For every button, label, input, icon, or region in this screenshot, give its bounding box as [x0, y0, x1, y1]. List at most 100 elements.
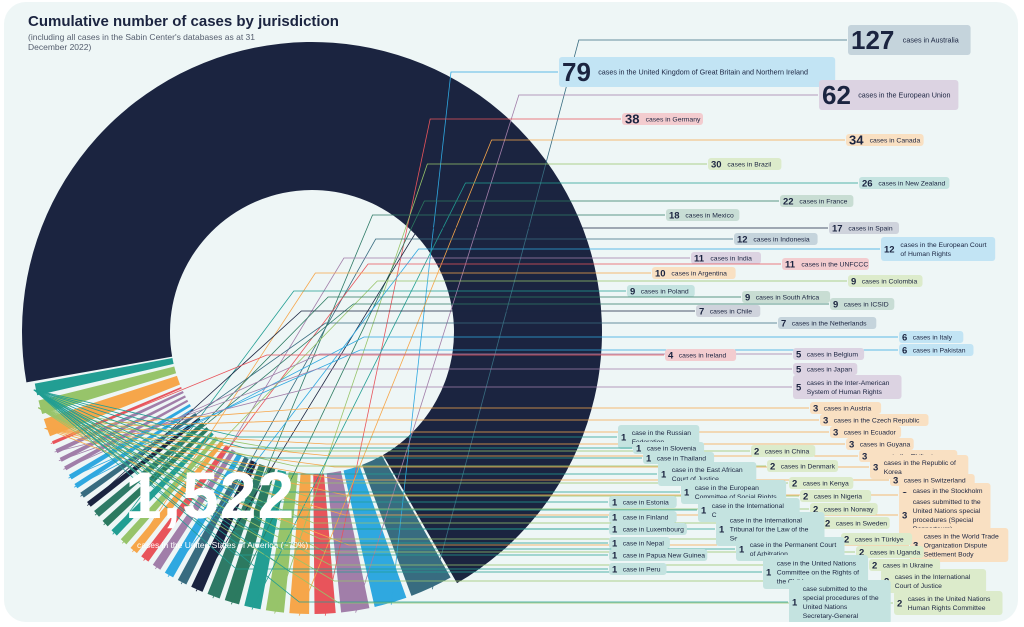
callout-chip	[609, 563, 667, 575]
callout-label: 2 cases in Türkiye	[841, 533, 913, 545]
callout-text: cases in India	[710, 255, 752, 262]
leader-line	[103, 296, 741, 526]
callout-text: cases in Denmark	[781, 463, 836, 470]
callout-chip	[829, 222, 899, 234]
callout-text: cases in Kenya	[803, 480, 849, 487]
callout-count: 3	[873, 462, 878, 473]
leader-line	[180, 238, 733, 585]
callout-text: case submitted to the	[803, 586, 868, 593]
callout-text: case in the Russian	[632, 430, 692, 437]
callout-text: cases submitted to the	[913, 499, 981, 506]
callout-chip	[793, 375, 902, 399]
callout-count: 18	[669, 210, 680, 221]
callout-count: 3	[862, 451, 867, 462]
callout-label: 34 cases in Canada	[846, 133, 924, 148]
callout-label: 5 cases in Belgium	[793, 348, 865, 360]
callout-text: case in the International	[730, 517, 803, 524]
callout-count: 1	[701, 505, 707, 516]
callout-chip	[751, 445, 816, 457]
callout-count: 2	[844, 534, 849, 545]
callout-text: cases in Nigeria	[814, 493, 863, 500]
leader-line	[390, 71, 558, 605]
callout-chip	[800, 490, 872, 502]
callout-label: 79 cases in the United Kingdom of Great B…	[559, 57, 836, 87]
callout-count: 38	[625, 112, 639, 127]
callout-label: 62 cases in the European Union	[819, 80, 959, 110]
callout-label: 6 cases in Italy	[899, 331, 964, 343]
callout-chip	[665, 349, 737, 361]
leader-line	[298, 139, 845, 616]
callout-label: 12 cases in the European Court of Human Ri…	[881, 237, 996, 261]
callout-text: Secretary-General	[803, 613, 859, 620]
callout-count: 79	[562, 57, 591, 87]
callout-text: case in the European	[695, 485, 759, 492]
callout-text: Organization Dispute	[924, 542, 988, 549]
callout-chip	[848, 25, 971, 55]
usa-case-caption: cases in the United States of America (~…	[137, 540, 309, 550]
callout-text: cases in the United Kingdom of Great Bri…	[598, 68, 808, 77]
callout-label: 7 cases in Chile	[696, 305, 761, 317]
callout-text: cases in Mexico	[685, 212, 734, 219]
callout-text: cases in the European Union	[858, 91, 950, 100]
callout-text: cases in Germany	[646, 116, 701, 123]
callout-text: cases in Norway	[824, 506, 874, 513]
pie-slice	[191, 460, 257, 592]
pie-slice	[120, 436, 219, 545]
callout-text: case in Papua New Guinea	[623, 552, 706, 559]
callout-count: 34	[849, 133, 864, 148]
callout-count: 3	[849, 439, 854, 450]
callout-count: 1	[612, 497, 618, 508]
callout-text: Sea	[730, 535, 742, 542]
leader-line	[38, 407, 809, 510]
callout-text: cases in ICSID	[844, 301, 889, 308]
leader-line	[212, 214, 665, 599]
callout-chip	[869, 559, 941, 571]
pie-slice	[59, 395, 186, 462]
callout-text: cases in Türkiye	[855, 536, 904, 543]
callout-label: 3 cases in Ecuador	[830, 426, 902, 438]
callout-chip	[856, 546, 924, 558]
callout-chip	[881, 569, 987, 593]
callout-chip	[870, 455, 969, 479]
callout-text: case in the East African	[672, 467, 743, 474]
callout-label: 2 cases in Norway	[810, 503, 878, 515]
callout-text: cases in Australia	[903, 36, 959, 45]
callout-text: of Human Rights	[900, 251, 951, 258]
callout-label: 12 cases in Indonesia	[734, 233, 818, 245]
leader-line	[58, 368, 792, 462]
callout-label: 1 case submitted to the special procedures…	[789, 580, 891, 622]
callout-text: United Nations	[803, 604, 848, 611]
callout-chip	[609, 549, 708, 561]
leader-line	[33, 389, 680, 493]
leader-line	[155, 257, 690, 570]
callout-chip	[859, 177, 950, 189]
pie-slice	[64, 399, 189, 471]
callout-chip	[810, 402, 882, 414]
callout-text: cases in the UNFCCC	[801, 261, 868, 268]
callout-label: 2 cases in Denmark	[767, 460, 839, 472]
leader-line	[431, 39, 847, 590]
leader-line	[38, 407, 766, 467]
callout-text: cases in Pakistan	[913, 347, 966, 354]
callout-text: case in Luxembourg	[623, 526, 684, 533]
callout-text: cases in Brazil	[727, 161, 771, 168]
callout-label: 5 cases in the Inter-American System of Hu…	[793, 375, 902, 399]
callout-label: 30 cases in Brazil	[708, 158, 782, 170]
callout-count: 12	[737, 234, 748, 245]
callout-text: Committee of Social Rights	[695, 494, 778, 501]
callout-label: 3 cases in Austria	[810, 402, 882, 414]
leader-line	[33, 389, 788, 603]
callout-chip	[793, 363, 858, 375]
callout-count: 1	[766, 567, 772, 578]
callout-text: case in Thailand	[657, 455, 707, 462]
callout-chip	[666, 209, 740, 221]
callout-label: 7 cases in the Netherlands	[778, 317, 877, 329]
callout-count: 1	[612, 512, 618, 523]
callout-label: 9 cases in Poland	[627, 285, 695, 297]
callout-text: case in Estonia	[623, 499, 669, 506]
callout-label: 9 cases in ICSID	[830, 298, 895, 310]
callout-count: 1	[719, 524, 725, 535]
callout-text: cases in Ecuador	[844, 429, 897, 436]
callout-chip	[609, 537, 670, 549]
